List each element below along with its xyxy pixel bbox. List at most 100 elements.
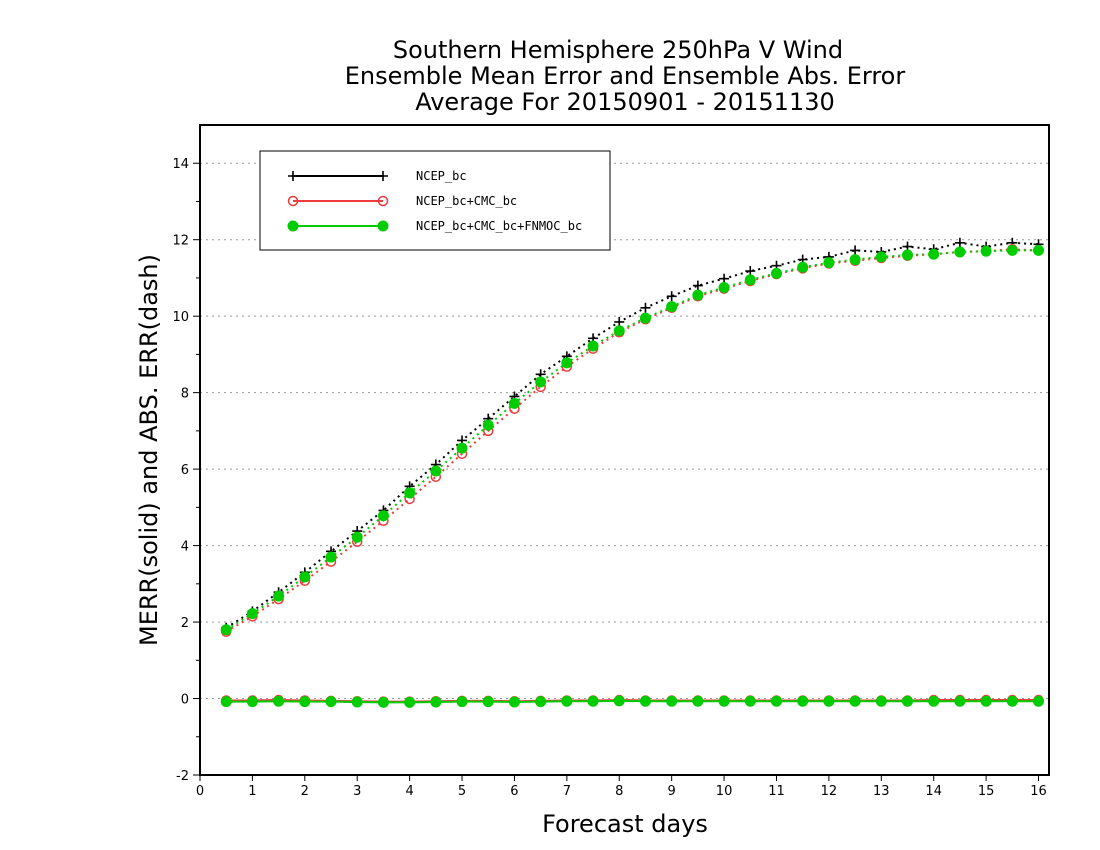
data-point	[430, 696, 442, 708]
data-point	[508, 397, 520, 409]
data-point	[299, 696, 311, 708]
data-point	[718, 695, 730, 707]
legend-label: NCEP_bc+CMC_bc+FNMOC_bc	[416, 219, 582, 233]
series-mean-err-2	[220, 695, 1045, 708]
data-point	[587, 695, 599, 707]
x-tick-label: 6	[510, 784, 518, 799]
data-point	[770, 695, 782, 707]
gridlines	[200, 162, 1049, 776]
data-point	[875, 251, 887, 263]
data-point	[1006, 695, 1018, 707]
data-point	[823, 695, 835, 707]
data-point	[797, 261, 809, 273]
data-point	[613, 695, 625, 707]
x-tick-label: 2	[301, 784, 309, 799]
data-point	[849, 254, 861, 266]
abs-err-line	[225, 241, 1039, 629]
data-point	[273, 590, 285, 602]
data-point	[613, 325, 625, 337]
y-axis-label: MERR(solid) and ABS. ERR(dash)	[135, 254, 163, 646]
axes	[199, 124, 1050, 776]
data-point	[535, 696, 547, 708]
data-point	[692, 289, 704, 301]
x-tick-label: 13	[873, 784, 890, 799]
data-point	[288, 171, 298, 181]
x-tick-label: 10	[716, 784, 733, 799]
data-point	[902, 249, 913, 261]
x-tick-label: 16	[1030, 784, 1047, 799]
data-point	[377, 696, 389, 708]
series-abs-err-2	[220, 244, 1045, 636]
title-line-3: Average For 20150901 - 20151130	[415, 88, 835, 116]
data-point	[482, 696, 494, 708]
data-point	[744, 274, 756, 286]
data-point	[299, 571, 311, 583]
data-point	[273, 695, 285, 707]
data-point	[666, 695, 678, 707]
x-tick-label: 12	[821, 784, 838, 799]
data-point	[508, 696, 520, 708]
data-point	[1006, 244, 1018, 256]
data-point	[220, 696, 232, 708]
y-tick-label: 12	[172, 234, 189, 249]
x-tick-label: 11	[768, 784, 785, 799]
x-tick-label: 0	[196, 784, 204, 799]
data-point	[902, 695, 913, 707]
data-point	[325, 696, 337, 708]
data-point	[1033, 695, 1045, 707]
series-abs-err-1	[220, 244, 1044, 637]
y-tick-label: 4	[181, 540, 189, 555]
legend-item: NCEP_bc	[288, 169, 467, 183]
data-point	[980, 245, 992, 257]
data-point	[404, 696, 416, 708]
abs-err-line	[225, 249, 1039, 631]
legend-label: NCEP_bc+CMC_bc	[416, 194, 517, 208]
x-tick-label: 15	[978, 784, 995, 799]
x-tick-label: 8	[615, 784, 623, 799]
x-tick-label: 1	[248, 784, 256, 799]
abs-err-line	[225, 248, 1039, 633]
data-point	[980, 695, 992, 707]
data-point	[561, 695, 573, 707]
x-axis-label: Forecast days	[542, 810, 708, 838]
data-point	[287, 220, 299, 232]
data-point	[639, 695, 651, 707]
data-point	[246, 696, 258, 708]
legend-label: NCEP_bc	[416, 169, 467, 183]
plot-frame	[199, 124, 1050, 776]
data-point	[770, 267, 782, 279]
x-tick-label: 7	[563, 784, 571, 799]
data-point	[377, 510, 389, 522]
data-point	[351, 531, 363, 543]
data-point	[404, 487, 416, 499]
data-point	[587, 340, 599, 352]
data-point	[692, 280, 703, 291]
data-point	[666, 301, 678, 313]
data-point	[377, 220, 389, 232]
data-point	[1033, 244, 1045, 256]
legend: NCEP_bc NCEP_bc+CMC_bc NCEP_bc+CMC_bc+FNMO…	[259, 150, 611, 251]
data-point	[220, 624, 232, 636]
y-tick-label: 8	[181, 387, 189, 402]
chart-title: Southern Hemisphere 250hPa V Wind Ensemb…	[345, 36, 906, 116]
data-point	[744, 695, 756, 707]
data-point	[287, 195, 299, 207]
x-tick-label: 9	[668, 784, 676, 799]
data-point	[535, 376, 547, 388]
y-axis-ticks: -2 0 2 4 6 8 10 12 14	[172, 157, 200, 784]
plot-area	[220, 237, 1045, 708]
x-tick-label: 14	[925, 784, 942, 799]
data-point	[666, 291, 677, 302]
data-point	[928, 248, 940, 260]
y-tick-label: 6	[181, 463, 189, 478]
data-point	[351, 696, 363, 708]
data-point	[954, 695, 966, 707]
data-point	[561, 357, 573, 369]
x-axis-ticks: 0 1 2 3 4 5 6 7 8 9 10 11 12 13 14 15 16	[196, 775, 1047, 799]
data-point	[378, 171, 388, 181]
data-point	[246, 608, 258, 620]
data-point	[954, 237, 965, 248]
legend-item: NCEP_bc+CMC_bc+FNMOC_bc	[287, 219, 582, 233]
title-line-1: Southern Hemisphere 250hPa V Wind	[393, 36, 843, 64]
